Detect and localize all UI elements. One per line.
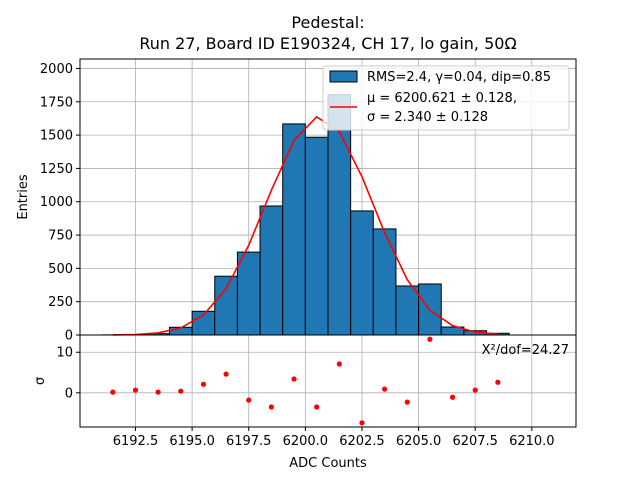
residual-point: [382, 386, 388, 392]
residual-y-tick-label: 0: [65, 386, 73, 401]
residual-point: [472, 387, 478, 393]
y-tick-label: 2000: [40, 62, 73, 77]
residual-point: [223, 371, 229, 377]
y-tick-label: 750: [48, 229, 73, 244]
x-tick-label: 6205.0: [396, 434, 442, 449]
histogram-bar: [395, 285, 420, 336]
residual-point: [404, 399, 410, 405]
legend-label-histogram: RMS=2.4, γ=0.04, dip=0.85: [367, 70, 551, 85]
residual-grid: [80, 335, 576, 427]
y-tick-label: 0: [65, 329, 73, 344]
histogram-bar: [214, 275, 238, 336]
residual-point: [495, 379, 501, 385]
fit-curve: [112, 115, 498, 336]
residual-point: [200, 381, 207, 387]
x-axis-label: ADC Counts: [289, 456, 367, 471]
y-tick-label: 1500: [40, 129, 73, 144]
y-tick-label: 1750: [40, 95, 73, 110]
histogram-bar: [236, 251, 261, 336]
histogram-bar: [372, 228, 397, 336]
legend-label-fit-line2: σ = 2.340 ± 0.128: [367, 110, 488, 125]
x-tick-label: 6210.0: [509, 434, 555, 449]
residual-point: [155, 389, 161, 395]
histogram-bars: [101, 94, 510, 336]
x-tick-label: 6200.0: [283, 434, 329, 449]
residual-y-axis-ticks: 0 10: [56, 346, 80, 401]
chi2-annotation: X²/dof=24.27: [482, 343, 569, 358]
residual-axes-frame: [79, 334, 577, 428]
x-tick-label: 6202.5: [339, 434, 385, 449]
residual-y-tick-label: 10: [56, 346, 73, 361]
main-panel: 0 250 500 750 1000 1250 1500 1750 2000: [40, 58, 577, 344]
residual-point: [449, 394, 456, 400]
x-tick-label: 6207.5: [452, 434, 498, 449]
histogram-bar: [259, 205, 284, 336]
chart-title-line1: Pedestal:: [291, 13, 364, 32]
legend-label-fit-line1: μ = 6200.621 ± 0.128,: [367, 91, 517, 106]
x-tick-label: 6192.5: [113, 434, 159, 449]
histogram-bar: [304, 136, 329, 336]
residual-panel: 0 10 6192.5 6195.0 6197.5 6200.0 6202.5 6205.0…: [56, 334, 577, 449]
residual-y-axis-label: σ: [33, 377, 48, 385]
histogram-bar: [350, 210, 374, 336]
residual-point: [427, 336, 433, 342]
residual-point: [268, 404, 274, 410]
y-tick-label: 250: [48, 295, 73, 310]
y-axis-label: Entries: [16, 174, 31, 220]
residual-point: [132, 387, 139, 393]
residual-point: [110, 389, 116, 395]
x-tick-label: 6195.0: [169, 434, 215, 449]
residual-point: [246, 397, 252, 403]
y-tick-label: 500: [48, 262, 73, 277]
residual-point: [359, 420, 365, 426]
residual-point: [291, 376, 297, 382]
histogram-bar: [282, 123, 306, 336]
legend-box: [322, 65, 570, 131]
y-tick-label: 1000: [40, 195, 73, 210]
x-axis-ticks: 6192.5 6195.0 6197.5 6200.0 6202.5 6205.0 6207…: [113, 427, 555, 449]
residual-point: [178, 388, 184, 394]
legend-patch-histogram: [329, 70, 358, 83]
y-axis-ticks: 0 250 500 750 1000 1250 1500 1750 2000: [40, 62, 80, 344]
chart-title-line2: Run 27, Board ID E190324, CH 17, lo gain…: [139, 34, 516, 53]
x-tick-label: 6197.5: [226, 434, 272, 449]
residual-point: [336, 361, 342, 367]
legend: RMS=2.4, γ=0.04, dip=0.85 μ = 6200.621 ±…: [322, 65, 570, 131]
residual-point: [314, 404, 320, 410]
y-tick-label: 1250: [40, 162, 73, 177]
residual-points: [110, 336, 501, 426]
